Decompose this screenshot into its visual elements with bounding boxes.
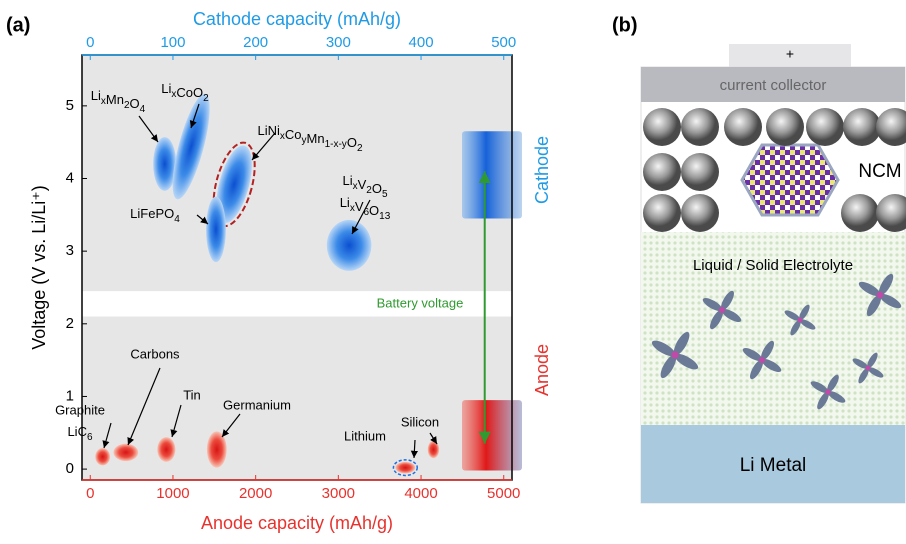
particle (643, 194, 681, 232)
particle (643, 153, 681, 191)
panel-label: (b) (612, 14, 638, 36)
x-tick-label: 0 (86, 485, 94, 502)
material-blob (157, 437, 175, 462)
panel-b: (b) + current collector Li Metal Liquid … (612, 14, 906, 503)
particle (681, 108, 719, 146)
material-label: Graphite (55, 402, 105, 417)
electrolyte-label: Liquid / Solid Electrolyte (693, 257, 853, 274)
x-tick-label: 5000 (487, 485, 520, 502)
material-blob (395, 462, 415, 474)
x-tick-label: 1000 (156, 485, 189, 502)
x2-tick-label: 400 (409, 34, 434, 51)
y-tick-label: 3 (66, 242, 74, 259)
voltage-label: Battery voltage (377, 295, 464, 310)
particle (841, 194, 879, 232)
material-label: Germanium (223, 397, 291, 412)
material-label: Tin (183, 387, 201, 402)
anode-label: Li Metal (740, 455, 807, 476)
ncm-crystal (742, 145, 838, 215)
cathode-label: NCM (858, 161, 901, 182)
x2-tick-label: 0 (86, 34, 94, 51)
material-blob (327, 220, 372, 271)
y-tick-label: 5 (66, 97, 74, 114)
particle (806, 108, 844, 146)
material-label: Silicon (401, 414, 439, 429)
terminal-label: + (786, 46, 794, 62)
y-tick-label: 2 (66, 315, 74, 332)
series-name: Cathode (532, 136, 552, 204)
particle (843, 108, 881, 146)
particle (643, 108, 681, 146)
x-tick-label: 3000 (322, 485, 355, 502)
x-tick-label: 4000 (404, 485, 437, 502)
particle (724, 108, 762, 146)
electrode-window (462, 131, 522, 218)
panel-label: (a) (6, 14, 30, 36)
x2-tick-label: 300 (326, 34, 351, 51)
particle (681, 194, 719, 232)
y-tick-label: 1 (66, 387, 74, 404)
x2-tick-label: 100 (160, 34, 185, 51)
voltage-band (82, 317, 512, 480)
voltage-band (82, 55, 512, 291)
material-blob (207, 431, 227, 467)
series-name: Anode (532, 344, 552, 396)
figure: (a)CathodeAnodeLixMn2O4LixCoO2LiNixCoyMn… (0, 0, 906, 539)
particle (681, 153, 719, 191)
particle (766, 108, 804, 146)
x2-tick-label: 500 (491, 34, 516, 51)
y-axis-title: Voltage (V vs. Li/Li⁺) (29, 185, 49, 350)
material-label: Carbons (130, 346, 180, 361)
collector-label: current collector (720, 77, 827, 94)
x2-axis-title: Cathode capacity (mAh/g) (193, 9, 401, 29)
material-blob (95, 448, 110, 465)
material-blob (113, 444, 138, 461)
panel-a: (a)CathodeAnodeLixMn2O4LixCoO2LiNixCoyMn… (6, 9, 552, 533)
y-tick-label: 4 (66, 169, 74, 186)
material-blob (206, 197, 226, 262)
y-tick-label: 0 (66, 460, 74, 477)
material-blob (428, 441, 440, 458)
material-label: Lithium (344, 428, 386, 443)
x2-tick-label: 200 (243, 34, 268, 51)
x-axis-title: Anode capacity (mAh/g) (201, 513, 393, 533)
electrode-window (462, 400, 522, 470)
x-tick-label: 2000 (239, 485, 272, 502)
